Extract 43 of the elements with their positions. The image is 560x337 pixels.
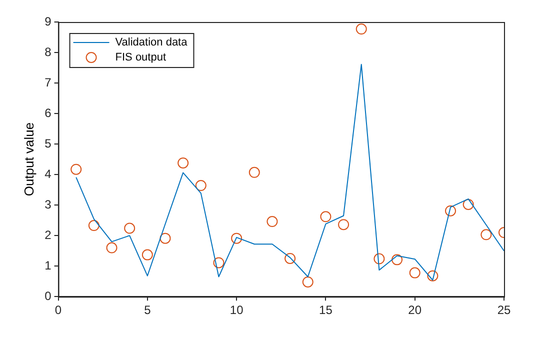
y-tick-label: 3 (44, 197, 52, 212)
point (160, 232, 171, 244)
point (284, 252, 296, 264)
y-tick-label: 6 (44, 106, 52, 120)
point (106, 242, 118, 254)
x-tick-label: 5 (144, 303, 152, 318)
y-tick-label: 0 (44, 288, 52, 303)
point (124, 222, 136, 234)
point (480, 229, 492, 240)
x-tick-label: 20 (408, 303, 422, 318)
point (356, 24, 367, 35)
y-tick-label: 1 (44, 258, 52, 272)
y-tick-label: 4 (44, 166, 52, 181)
legend-label: FIS output (115, 52, 166, 64)
y-tick-label: 7 (44, 75, 52, 90)
point (195, 180, 206, 192)
point (338, 219, 350, 230)
point (142, 249, 153, 260)
x-tick-label: 15 (319, 303, 333, 318)
y-axis-title: Output value (21, 122, 36, 196)
point (374, 253, 385, 264)
point (213, 257, 224, 268)
point (266, 216, 278, 228)
point (248, 166, 260, 178)
point (70, 164, 82, 175)
x-tick-label: 10 (230, 303, 244, 318)
y-tick-label: 2 (44, 228, 52, 242)
point (427, 270, 438, 282)
point (409, 267, 420, 278)
point (320, 211, 332, 222)
point (88, 220, 100, 232)
x-tick-label: 25 (497, 303, 511, 318)
point (445, 205, 456, 216)
y-tick-label: 5 (44, 136, 52, 150)
legend-label: Validation data (115, 36, 188, 49)
point (462, 198, 474, 210)
x-tick-label: 0 (54, 303, 62, 318)
point (302, 276, 314, 288)
point (392, 254, 403, 266)
y-tick-label: 8 (44, 44, 52, 59)
y-tick-label: 9 (44, 14, 52, 28)
point (178, 157, 189, 168)
point (231, 232, 242, 244)
